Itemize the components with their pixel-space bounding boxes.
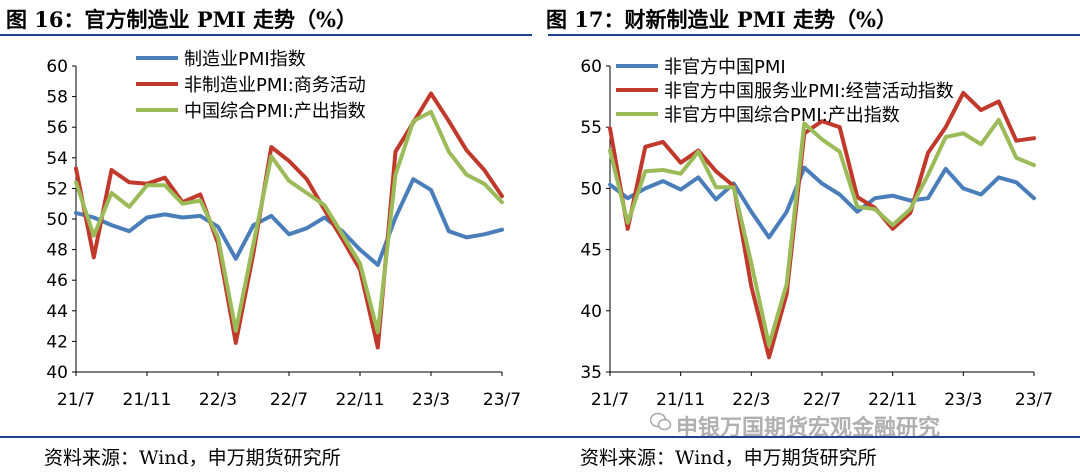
legend-entry: 制造业PMI指数 xyxy=(184,49,306,70)
y-tick-label: 60 xyxy=(46,57,68,77)
wechat-icon xyxy=(650,412,672,431)
x-tick-label: 22/3 xyxy=(199,390,237,410)
x-tick-label: 23/3 xyxy=(944,390,982,410)
x-tick-label: 21/11 xyxy=(123,390,172,410)
x-tick-label: 22/3 xyxy=(732,390,770,410)
legend-entry: 中国综合PMI:产出指数 xyxy=(184,101,366,122)
y-tick-label: 48 xyxy=(46,241,68,261)
y-tick-label: 60 xyxy=(580,57,602,77)
x-tick-label: 21/7 xyxy=(57,390,95,410)
x-tick-label: 23/7 xyxy=(483,390,521,410)
right-panel-title: 图 17：财新制造业 PMI 走势（%） xyxy=(546,7,897,32)
left-pmi-line-chart: 40 42 44 46 48 50 52 54 56 58 60 21/7 21/11 22/3 22/7 2… xyxy=(46,49,521,410)
series-line-1 xyxy=(608,165,1036,240)
x-tick-label: 22/11 xyxy=(868,390,917,410)
y-tick-label: 55 xyxy=(580,118,602,138)
x-tick-label: 21/11 xyxy=(656,390,705,410)
x-tick-label: 23/7 xyxy=(1015,390,1053,410)
x-tick-label: 23/3 xyxy=(412,390,450,410)
y-tick-label: 35 xyxy=(580,363,602,383)
y-tick-label: 46 xyxy=(46,271,68,291)
y-tick-label: 52 xyxy=(46,179,68,199)
left-title-rule xyxy=(0,34,532,36)
y-tick-label: 54 xyxy=(46,149,68,169)
y-tick-label: 50 xyxy=(580,179,602,199)
series-line-3 xyxy=(608,117,1036,348)
right-source-note: 资料来源：Wind，申万期货研究所 xyxy=(580,447,877,469)
x-tick-label: 22/7 xyxy=(270,390,308,410)
left-source-note: 资料来源：Wind，申万期货研究所 xyxy=(44,447,341,469)
legend-entry: 非官方中国服务业PMI:经营活动指数 xyxy=(664,81,954,102)
y-tick-label: 45 xyxy=(580,241,602,261)
y-tick-label: 50 xyxy=(46,210,68,230)
footer-rule xyxy=(0,436,1080,438)
legend-entry: 非官方中国PMI xyxy=(664,57,786,78)
series-line-3 xyxy=(74,109,504,335)
y-tick-label: 42 xyxy=(46,332,68,352)
legend-entry: 非官方中国综合PMI:产出指数 xyxy=(664,105,900,126)
x-tick-label: 22/7 xyxy=(803,390,841,410)
series-line-1 xyxy=(74,177,504,267)
y-tick-label: 58 xyxy=(46,88,68,108)
series-line-2 xyxy=(608,90,1036,360)
right-pmi-line-chart: 35 40 45 50 55 60 21/7 21/11 22/3 22/7 22/11 23/3 23… xyxy=(580,57,1053,410)
y-tick-label: 56 xyxy=(46,118,68,138)
legend-entry: 非制造业PMI:商务活动 xyxy=(184,75,366,96)
y-tick-label: 40 xyxy=(580,302,602,322)
left-panel-title: 图 16：官方制造业 PMI 走势（%） xyxy=(6,7,357,32)
y-tick-label: 40 xyxy=(46,363,68,383)
y-tick-label: 44 xyxy=(46,302,68,322)
right-title-rule xyxy=(548,34,1080,36)
x-tick-label: 22/11 xyxy=(336,390,385,410)
x-tick-label: 21/7 xyxy=(591,390,629,410)
